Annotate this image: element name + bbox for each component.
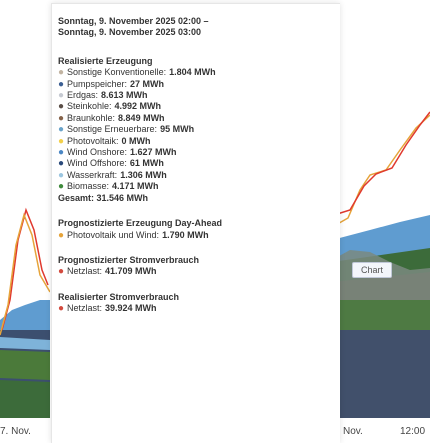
tooltip-series-row: ● Steinkohle: 4.992 MWh [58,101,340,112]
series-value: 4.171 MWh [112,181,159,192]
tooltip-series-row: ● Photovoltaik und Wind: 1.790 MWh [58,230,340,241]
section-title: Prognostizierter Stromverbrauch [58,254,200,265]
series-value: 95 MWh [160,124,195,135]
series-value: 41.709 MWh [105,266,157,277]
section-prognose-erzeugung: Prognostizierte Erzeugung Day-Ahead ● Ph… [58,218,340,241]
series-value: 27 MWh [130,78,165,89]
section-realisierte-erzeugung: Realisierte Erzeugung ● Sonstige Konventi… [58,56,340,204]
tooltip-header-line2: Sonntag, 9. November 2025 03:00 [58,27,202,38]
series-value: 1.790 MWh [162,229,209,240]
tooltip-series-row: ● Pumpspeicher: 27 MWh [58,79,340,90]
series-marker-icon: ● [58,158,65,170]
total-label: Gesamt: 31.546 MWh [58,192,149,203]
series-label: Netzlast: [67,266,103,277]
tooltip-header-line1: Sonntag, 9. November 2025 02:00 – [58,16,209,26]
series-marker-icon: ● [58,303,65,315]
series-label: Sonstige Konventionelle: [67,67,167,78]
series-value: 8.849 MWh [118,112,165,123]
series-value: 61 MWh [129,158,164,169]
tooltip-series-row: ● Netzlast: 39.924 MWh [58,303,340,314]
tooltip-series-row: ● Netzlast: 41.709 MWh [58,266,340,277]
series-value: 1.804 MWh [169,67,216,78]
series-marker-icon: ● [58,266,65,278]
tooltip-series-row: ● Sonstige Erneuerbare: 95 MWh [58,124,340,135]
series-marker-icon: ● [58,181,65,193]
tooltip-series-row: ● Sonstige Konventionelle: 1.804 MWh [58,67,340,78]
series-marker-icon: ● [58,112,65,124]
series-label: Wind Onshore: [67,147,128,158]
series-label: Photovoltaik und Wind: [67,229,160,240]
series-label: Steinkohle: [67,101,112,112]
series-label: Braunkohle: [67,112,116,123]
series-label: Netzlast: [67,303,103,314]
tooltip-series-row: ● Biomasse: 4.171 MWh [58,181,340,192]
series-marker-icon: ● [58,101,65,113]
series-marker-icon: ● [58,229,65,241]
series-label: Photovoltaik: [67,135,119,146]
chart-tooltip: Sonntag, 9. November 2025 02:00 – Sonnta… [51,3,340,443]
section-prognose-verbrauch: Prognostizierter Stromverbrauch ● Netzla… [58,255,340,278]
series-label: Sonstige Erneuerbare: [67,124,158,135]
tooltip-series-row: ● Wind Onshore: 1.627 MWh [58,147,340,158]
series-label: Biomasse: [67,181,110,192]
tooltip-series-row: ● Wasserkraft: 1.306 MWh [58,170,340,181]
series-value: 39.924 MWh [105,303,157,314]
tooltip-series-row: ● Wind Offshore: 61 MWh [58,158,340,169]
series-marker-icon: ● [58,135,65,147]
section-title: Realisierter Stromverbrauch [58,291,180,302]
series-value: 0 MWh [121,135,151,146]
series-value: 1.627 MWh [130,147,177,158]
series-label: Erdgas: [67,90,99,101]
section-title: Realisierte Erzeugung [58,55,153,66]
series-label: Wasserkraft: [67,169,118,180]
series-marker-icon: ● [58,67,65,79]
series-marker-icon: ● [58,169,65,181]
series-value: 8.613 MWh [101,90,148,101]
tooltip-series-row: ● Photovoltaik: 0 MWh [58,136,340,147]
series-marker-icon: ● [58,147,65,159]
section-title: Prognostizierte Erzeugung Day-Ahead [58,218,223,229]
section-realisierter-verbrauch: Realisierter Stromverbrauch ● Netzlast: … [58,292,340,315]
chart-right-fragment [330,0,430,418]
tooltip-series-row: ● Erdgas: 8.613 MWh [58,90,340,101]
series-marker-icon: ● [58,90,65,102]
x-tick-label: 7. Nov. [0,426,31,437]
x-tick-label: 12:00 [400,426,426,437]
series-value: 1.306 MWh [120,169,167,180]
series-marker-icon: ● [58,124,65,136]
tooltip-series-row: ● Braunkohle: 8.849 MWh [58,113,340,124]
x-tick-label: Nov. [343,426,363,437]
series-marker-icon: ● [58,78,65,90]
chart-left-fragment [0,0,50,418]
series-label: Wind Offshore: [67,158,127,169]
series-label: Pumpspeicher: [67,78,128,89]
chart-tab-button[interactable]: Chart [352,262,392,278]
series-value: 4.992 MWh [114,101,162,112]
